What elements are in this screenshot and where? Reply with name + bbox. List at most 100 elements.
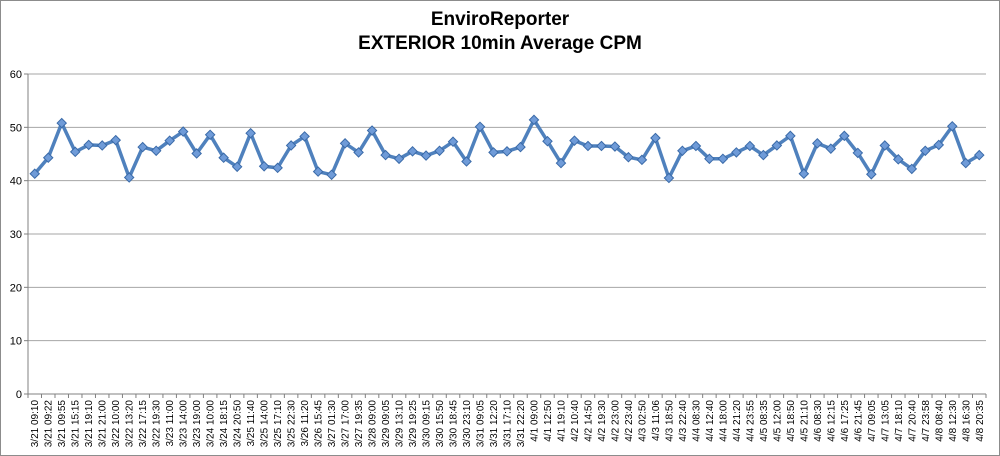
data-point bbox=[636, 154, 648, 166]
chart-title: EnviroReporter bbox=[430, 9, 570, 30]
data-point bbox=[542, 135, 553, 147]
data-point bbox=[380, 149, 391, 161]
data-point bbox=[326, 169, 337, 181]
data-point bbox=[164, 135, 175, 146]
x-tick-label: 3/30 09:15 bbox=[422, 400, 433, 448]
x-tick-label: 4/7 09:05 bbox=[867, 400, 878, 442]
x-tick-labels: 3/21 09:10 3/21 09:22 3/21 09:55 3/21 15:15… bbox=[30, 400, 986, 448]
x-tick-label: 3/31 12:20 bbox=[489, 400, 500, 448]
x-tick-label: 3/26 15:45 bbox=[314, 400, 325, 448]
data-point bbox=[946, 120, 958, 132]
data-point bbox=[258, 160, 270, 172]
x-tick-label: 3/29 09:05 bbox=[381, 400, 392, 448]
data-point bbox=[650, 132, 661, 144]
data-point bbox=[690, 140, 702, 152]
x-tick-label: 4/6 17:25 bbox=[840, 400, 851, 442]
data-point bbox=[771, 140, 783, 151]
data-point bbox=[919, 145, 931, 157]
axes bbox=[24, 73, 987, 398]
x-tick-label: 3/23 14:00 bbox=[179, 400, 190, 448]
x-tick-label: 4/3 11:06 bbox=[651, 400, 662, 441]
x-tick-label: 4/2 19:30 bbox=[597, 400, 608, 442]
data-point bbox=[245, 127, 256, 139]
x-tick-label: 4/1 09:00 bbox=[529, 400, 540, 442]
data-point bbox=[110, 134, 122, 146]
x-tick-label: 4/1 12:50 bbox=[543, 400, 554, 442]
y-tick-labels: 0 10 20 30 40 50 60 bbox=[10, 69, 22, 401]
data-point bbox=[474, 121, 486, 133]
x-tick-label: 4/2 23:00 bbox=[610, 400, 621, 442]
x-tick-label: 3/27 17:00 bbox=[341, 400, 352, 448]
data-point bbox=[731, 147, 742, 158]
data-point bbox=[42, 152, 54, 164]
data-point bbox=[798, 168, 810, 180]
data-point bbox=[393, 153, 405, 165]
x-tick-label: 4/7 23:58 bbox=[921, 400, 932, 442]
x-tick-label: 4/5 18:50 bbox=[786, 400, 797, 442]
chart-subtitle: EXTERIOR 10min Average CPM bbox=[358, 33, 642, 54]
data-point bbox=[83, 139, 95, 151]
x-tick-label: 3/21 15:15 bbox=[71, 400, 82, 448]
x-tick-label: 3/21 09:10 bbox=[30, 400, 41, 448]
data-point bbox=[785, 130, 796, 142]
x-tick-label: 3/22 13:20 bbox=[125, 400, 136, 448]
data-point bbox=[892, 154, 904, 165]
data-point bbox=[852, 147, 864, 159]
x-tick-label: 3/24 18:15 bbox=[219, 400, 230, 448]
data-point bbox=[353, 147, 364, 158]
x-tick-label: 3/21 09:55 bbox=[57, 400, 68, 448]
data-point bbox=[569, 135, 580, 146]
x-tick-label: 3/21 09:22 bbox=[44, 400, 55, 448]
x-tick-label: 3/29 13:10 bbox=[395, 400, 406, 448]
data-point bbox=[191, 148, 202, 159]
x-tick-label: 4/3 18:50 bbox=[664, 400, 675, 442]
x-tick-label: 4/8 16:30 bbox=[961, 400, 972, 442]
x-tick-label: 4/4 12:40 bbox=[705, 400, 716, 442]
data-point bbox=[218, 152, 229, 164]
data-point bbox=[447, 136, 459, 148]
y-tick-label: 50 bbox=[10, 122, 22, 134]
x-tick-label: 4/2 10:40 bbox=[570, 400, 581, 442]
data-point bbox=[488, 147, 499, 158]
x-tick-label: 3/27 19:35 bbox=[354, 400, 365, 448]
x-tick-label: 3/26 11:20 bbox=[300, 400, 311, 447]
x-tick-label: 3/30 23:10 bbox=[462, 400, 473, 448]
x-tick-label: 4/6 08:30 bbox=[813, 400, 824, 442]
x-tick-label: 3/25 22:30 bbox=[287, 400, 298, 448]
data-point bbox=[758, 149, 769, 161]
data-point bbox=[744, 140, 756, 152]
data-point bbox=[528, 114, 540, 126]
x-tick-label: 3/30 15:50 bbox=[435, 400, 446, 448]
x-tick-label: 4/1 19:10 bbox=[556, 400, 567, 442]
data-point bbox=[150, 145, 162, 157]
x-tick-label: 4/3 22:40 bbox=[678, 400, 689, 442]
y-tick-label: 60 bbox=[10, 69, 22, 81]
data-point bbox=[879, 140, 891, 151]
data-point bbox=[29, 168, 41, 180]
data-point bbox=[866, 168, 877, 180]
data-point bbox=[272, 162, 283, 174]
x-tick-label: 3/31 17:10 bbox=[503, 400, 514, 448]
x-tick-label: 4/7 18:10 bbox=[894, 400, 905, 442]
data-point bbox=[596, 140, 607, 152]
data-point bbox=[717, 153, 729, 165]
x-tick-label: 3/25 14:00 bbox=[260, 400, 271, 448]
data-point bbox=[623, 151, 634, 163]
x-tick-label: 3/31 09:05 bbox=[476, 400, 487, 448]
data-point bbox=[312, 166, 324, 177]
data-point bbox=[177, 126, 189, 137]
y-tick-label: 10 bbox=[10, 336, 22, 348]
x-tick-label: 4/4 08:30 bbox=[691, 400, 702, 442]
x-tick-label: 3/23 19:00 bbox=[192, 400, 203, 448]
x-tick-label: 4/6 12:15 bbox=[826, 400, 837, 442]
x-tick-label: 4/4 21:20 bbox=[732, 400, 743, 442]
x-tick-label: 4/8 12:30 bbox=[948, 400, 959, 442]
x-tick-label: 3/22 19:30 bbox=[152, 400, 163, 448]
x-tick-label: 3/21 19:10 bbox=[84, 400, 95, 448]
gridlines bbox=[28, 73, 986, 342]
data-point bbox=[704, 153, 715, 165]
data-point bbox=[69, 146, 81, 158]
x-tick-label: 4/5 08:35 bbox=[759, 400, 770, 442]
